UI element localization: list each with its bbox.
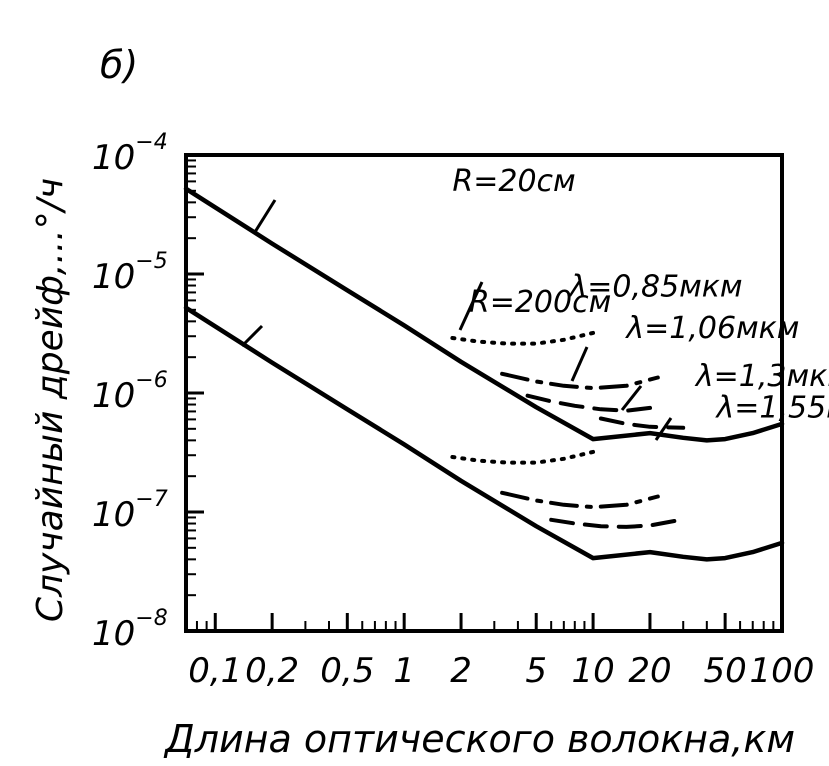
x-tick-label: 5 (525, 651, 547, 691)
x-tick-label: 1 (393, 651, 415, 691)
x-tick-label: 100 (750, 651, 815, 691)
panel-label: б) (100, 43, 138, 87)
series-line-R=200см-λ=0,85мкм (450, 449, 596, 465)
series-lines (183, 186, 785, 562)
annotation-leader (620, 385, 643, 411)
curve-annotation: R=200см (469, 285, 611, 320)
curve-annotation: λ=0,85мкм (567, 269, 742, 304)
y-tick-exponent: −6 (135, 368, 167, 393)
annotation-leader (570, 346, 589, 382)
x-axis-label: Длина оптического волокна,км (163, 717, 795, 761)
y-tick-label: 10−4 (92, 130, 168, 178)
x-tick-label: 10 (571, 651, 614, 691)
curve-annotation: R=20см (452, 164, 575, 199)
series-line-R=20см (183, 186, 785, 443)
curve-annotation: λ=1,06мкм (624, 311, 799, 346)
series-line-R=200см (183, 305, 785, 562)
y-tick-label: 10−8 (92, 606, 168, 654)
x-minor-ticks (185, 621, 775, 631)
curve-annotation: λ=1,55мкм (714, 391, 829, 426)
series-line-R=20см-λ=1,06мкм (500, 371, 660, 391)
y-major-ticks (186, 153, 204, 633)
y-axis-label: Случайный дрейф,...°/ч (30, 178, 71, 622)
y-tick-exponent: −8 (135, 606, 167, 631)
x-tick-labels: 0,1 0,2 0,5 1 2 5 10 20 50 100 (188, 651, 814, 691)
x-tick-label: 0,1 (188, 651, 242, 691)
annotation-leader (458, 281, 484, 331)
y-tick-exponent: −7 (135, 487, 167, 512)
x-tick-label: 2 (450, 651, 472, 691)
y-tick-exponent: −4 (135, 130, 167, 155)
series-line-R=200см-λ=1,06мкм (500, 490, 660, 510)
annotation-leader (654, 417, 673, 441)
x-tick-label: 50 (703, 651, 746, 691)
series-line-R=20см-λ=0,85мкм (450, 330, 596, 346)
y-tick-label: 10−5 (92, 249, 168, 297)
annotation-leader (240, 324, 264, 348)
series-line-R=200см-λ=1,3мкм (549, 517, 680, 529)
y-tick-labels: 10−4 10−5 10−6 10−7 10−8 (92, 130, 168, 654)
x-tick-label: 0,2 (245, 651, 299, 691)
x-major-ticks (213, 613, 784, 631)
y-tick-label: 10−7 (92, 487, 168, 535)
annotation-leader (253, 199, 277, 233)
curve-annotation: λ=1,3мкм (694, 359, 829, 394)
y-tick-exponent: −5 (135, 249, 167, 274)
x-tick-label: 0,5 (320, 651, 374, 691)
y-tick-label: 10−6 (92, 368, 168, 416)
x-tick-label: 20 (628, 651, 671, 691)
series-line-R=20см-λ=1,3мкм (525, 393, 652, 413)
series-line-R=20см-λ=1,55мкм (598, 416, 686, 430)
